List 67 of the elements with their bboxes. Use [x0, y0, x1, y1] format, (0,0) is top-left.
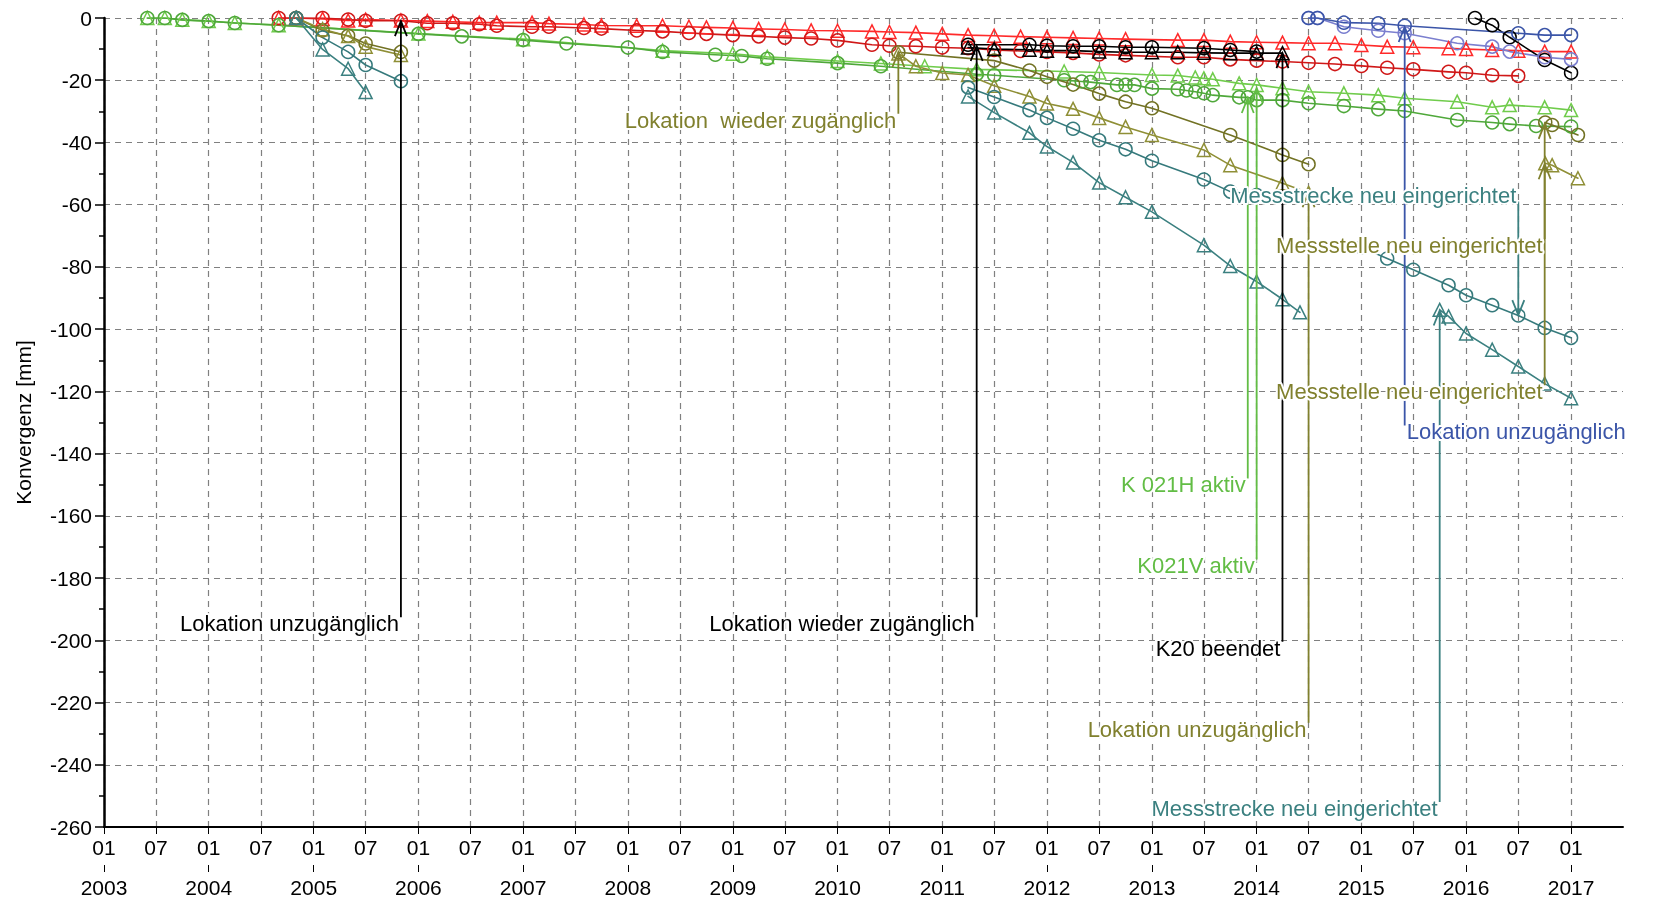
x2-tick-label: 2013 [1128, 876, 1176, 899]
x2-tick-label: 2008 [604, 876, 652, 899]
x2-tick-label: 2004 [185, 876, 233, 899]
x-tick-label: 01 [197, 836, 221, 859]
x2-tick-label: 2011 [919, 876, 965, 899]
x2-tick-label: 2006 [395, 876, 442, 899]
y-tick-label: -20 [61, 68, 92, 92]
y-axis-title: Konvergenz [mm] [12, 340, 35, 505]
y-tick-label: -80 [61, 255, 92, 279]
annotation: K 021H aktiv [1121, 472, 1246, 498]
x2-tick-label: 2016 [1442, 876, 1490, 899]
x-tick-label: 07 [877, 836, 902, 859]
y-tick-label: -100 [49, 317, 92, 341]
y-tick-label: -220 [49, 691, 92, 715]
x-tick-label: 01 [825, 836, 850, 859]
x-tick-label: 01 [1140, 836, 1164, 859]
x-tick-label: 01 [302, 836, 326, 859]
x-tick-label: 07 [1506, 836, 1530, 859]
annotation: Messstrecke neu eingerichtet [1151, 795, 1438, 821]
annotation: Lokation unzugänglich [1087, 716, 1307, 742]
x-tick-label: 07 [1401, 836, 1425, 859]
x-tick-label: 07 [353, 836, 378, 859]
x2-tick-label: 2003 [80, 876, 128, 899]
annotation: K20 beendet [1155, 635, 1281, 661]
x2-tick-label: 2010 [814, 876, 861, 899]
x-tick-label: 01 [721, 836, 745, 859]
x-tick-label: 07 [1087, 836, 1111, 859]
x-tick-label: 07 [563, 836, 587, 859]
x-tick-label: 01 [1349, 836, 1374, 859]
x2-tick-label: 2009 [709, 876, 757, 899]
x-tick-label: 01 [406, 836, 431, 859]
x-tick-label: 01 [616, 836, 640, 859]
x-tick-label: 01 [1454, 836, 1478, 859]
x2-tick-label: 2005 [290, 876, 338, 899]
y-tick-label: -200 [49, 628, 92, 652]
x-tick-label: 07 [144, 836, 168, 859]
y-tick-label: -240 [49, 753, 92, 777]
y-tick-label: -40 [61, 130, 92, 154]
x-tick-label: 07 [249, 836, 273, 859]
x2-tick-label: 2007 [499, 876, 547, 899]
annotation: Lokation unzugänglich [179, 611, 399, 637]
x-tick-label: 01 [930, 836, 954, 859]
y-tick-label: -140 [49, 442, 92, 466]
x-tick-label: 01 [1559, 836, 1583, 859]
x-tick-label: 07 [668, 836, 692, 859]
annotation: Lokation wieder zugänglich [624, 107, 897, 133]
y-tick-label: -60 [61, 193, 92, 217]
x-tick-label: 01 [1244, 836, 1269, 859]
x2-tick-label: 2012 [1023, 876, 1071, 899]
x2-tick-label: 2017 [1547, 876, 1595, 899]
x-tick-label: 07 [458, 836, 483, 859]
x-tick-label: 01 [92, 836, 116, 859]
x-tick-label: 01 [511, 836, 535, 859]
annotation: K021V aktiv [1137, 553, 1255, 579]
x-tick-label: 07 [773, 836, 797, 859]
x2-tick-label: 2014 [1233, 876, 1281, 899]
x-tick-label: 01 [1035, 836, 1059, 859]
x-tick-label: 07 [1192, 836, 1216, 859]
y-tick-label: -180 [49, 566, 92, 590]
y-tick-label: -160 [49, 504, 92, 528]
y-tick-label: -260 [49, 815, 92, 839]
annotation: Lokation wieder zugänglich [709, 611, 975, 637]
y-tick-label: 0 [80, 6, 92, 30]
y-tick-label: -120 [49, 379, 92, 403]
x2-tick-label: 2015 [1338, 876, 1385, 899]
x-tick-label: 07 [1296, 836, 1321, 859]
x-tick-label: 07 [982, 836, 1006, 859]
